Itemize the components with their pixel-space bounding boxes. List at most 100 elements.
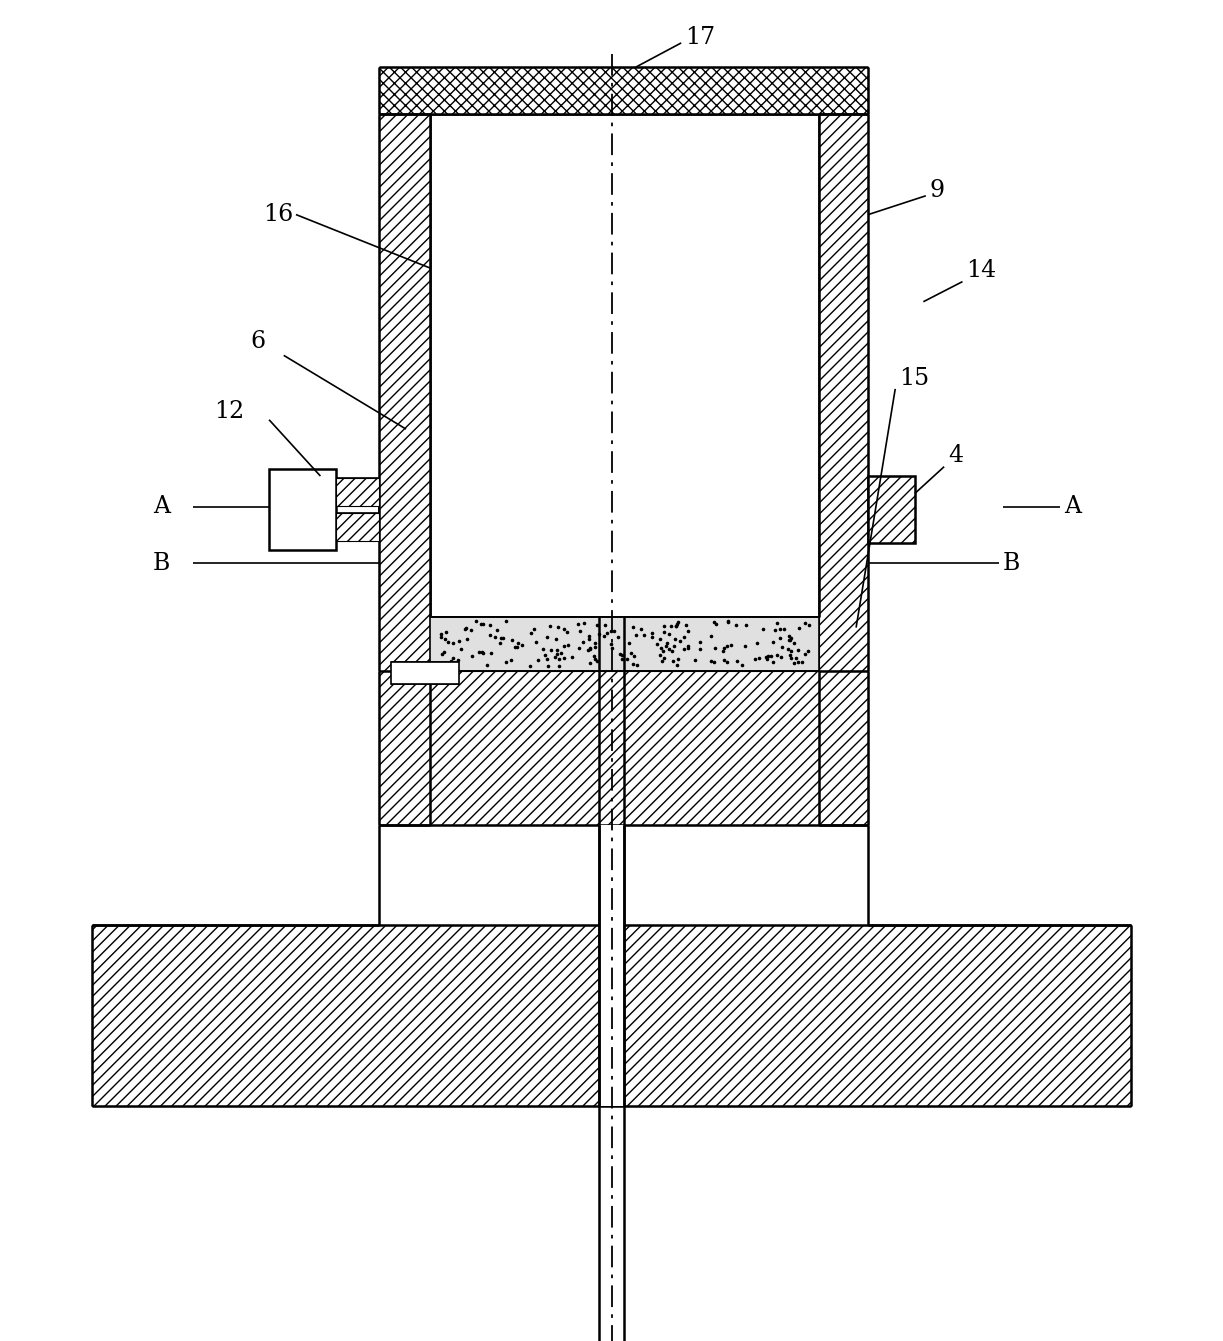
Point: [545, 646, 565, 668]
Point: [690, 638, 709, 660]
Point: [668, 648, 687, 669]
Point: [481, 614, 500, 636]
Point: [717, 650, 736, 672]
Text: 16: 16: [263, 202, 294, 227]
Point: [767, 613, 786, 634]
Point: [679, 637, 698, 658]
Point: [554, 636, 574, 657]
Point: [537, 626, 556, 648]
Point: [604, 621, 624, 642]
Point: [621, 642, 641, 664]
Point: [612, 645, 631, 666]
Point: [758, 645, 778, 666]
Point: [526, 632, 545, 653]
Text: 9: 9: [929, 178, 944, 202]
Point: [545, 629, 565, 650]
Bar: [336, 479, 379, 507]
Point: [789, 650, 808, 672]
Point: [570, 637, 589, 658]
Point: [674, 626, 693, 648]
Point: [667, 616, 686, 637]
Point: [521, 622, 541, 644]
Point: [713, 640, 733, 661]
Point: [718, 610, 737, 632]
Point: [572, 632, 592, 653]
Point: [586, 636, 605, 657]
Point: [685, 649, 704, 670]
Point: [505, 636, 525, 657]
Point: [753, 618, 773, 640]
Point: [781, 628, 801, 649]
Point: [631, 618, 651, 640]
Point: [789, 640, 808, 661]
Point: [486, 626, 505, 648]
Bar: [430, 617, 819, 670]
Point: [781, 648, 801, 669]
Point: [442, 654, 461, 676]
Point: [796, 644, 816, 665]
Bar: [868, 476, 915, 543]
Point: [778, 638, 797, 660]
Point: [731, 654, 751, 676]
Point: [508, 637, 527, 658]
Point: [704, 652, 724, 673]
Point: [770, 646, 790, 668]
Bar: [599, 825, 624, 1106]
Bar: [269, 469, 336, 550]
Point: [541, 616, 560, 637]
Point: [799, 641, 818, 662]
Point: [651, 628, 670, 649]
Point: [588, 624, 608, 645]
Point: [746, 649, 766, 670]
Point: [800, 614, 819, 636]
Point: [587, 650, 607, 672]
Point: [706, 637, 725, 658]
Text: 14: 14: [966, 259, 997, 283]
Point: [594, 626, 614, 648]
Point: [455, 618, 475, 640]
Point: [509, 633, 528, 654]
Point: [569, 613, 588, 634]
Point: [757, 646, 777, 668]
Text: 4: 4: [948, 444, 963, 468]
Point: [432, 624, 451, 645]
Point: [596, 614, 615, 636]
Point: [552, 642, 571, 664]
Point: [772, 636, 791, 657]
Point: [780, 645, 800, 666]
Point: [662, 614, 681, 636]
Point: [444, 648, 464, 669]
Point: [547, 644, 566, 665]
Point: [603, 637, 623, 658]
Text: 12: 12: [214, 400, 245, 424]
Point: [512, 634, 532, 656]
Point: [581, 652, 600, 673]
Point: [434, 641, 454, 662]
Point: [492, 628, 511, 649]
Point: [525, 618, 544, 640]
Point: [664, 634, 684, 656]
Point: [449, 649, 468, 670]
Point: [520, 656, 539, 677]
Point: [659, 624, 679, 645]
Point: [473, 642, 493, 664]
Point: [763, 632, 783, 653]
Point: [703, 611, 723, 633]
Point: [558, 621, 577, 642]
Bar: [819, 670, 868, 825]
Point: [549, 649, 569, 670]
Point: [701, 650, 720, 672]
Point: [784, 633, 804, 654]
Point: [789, 617, 808, 638]
Point: [443, 632, 462, 653]
Point: [781, 640, 801, 661]
Point: [549, 656, 569, 677]
Point: [570, 621, 589, 642]
Point: [706, 613, 725, 634]
Point: [493, 626, 512, 648]
Point: [648, 633, 668, 654]
Point: [784, 652, 804, 673]
Point: [587, 614, 607, 636]
Bar: [336, 512, 379, 540]
Point: [548, 640, 567, 661]
